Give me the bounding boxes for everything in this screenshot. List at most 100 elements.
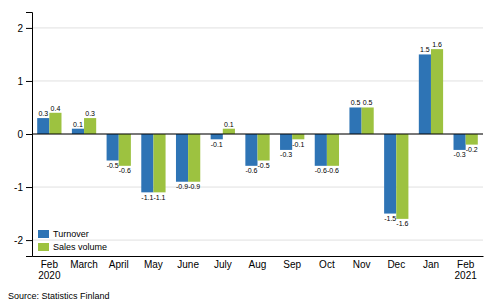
bar [431, 49, 443, 134]
x-tick-label: March [70, 259, 98, 270]
grid-line [32, 27, 483, 28]
grid-line [32, 240, 483, 241]
x-tick: April [109, 256, 129, 270]
data-label: 0.3 [85, 110, 95, 117]
data-labels: 0.30.1-0.5-1.1-0.9-0.1-0.6-0.3-0.60.5-1.… [38, 41, 477, 227]
x-tick: Jan [423, 256, 439, 270]
x-tick: Dec [387, 256, 405, 270]
grid [32, 28, 483, 240]
y-tick-label: -2 [14, 235, 23, 246]
x-tick: Feb2021 [455, 256, 478, 281]
bar [327, 134, 339, 166]
data-label: -0.9 [188, 183, 200, 190]
bar [245, 134, 257, 166]
y-tick-mark [26, 81, 32, 82]
y-tick-mark [26, 187, 32, 188]
y-tick-label: 2 [17, 23, 23, 34]
x-tick-label: Sep [283, 259, 301, 270]
grid-line [32, 134, 483, 135]
x-tick-label: Oct [319, 259, 335, 270]
x-tick-label: April [109, 259, 129, 270]
bar [223, 129, 235, 134]
bar [72, 129, 84, 134]
bar [280, 134, 292, 150]
x-tick: Sep [283, 256, 301, 270]
x-tick: Oct [319, 256, 335, 270]
data-label: -0.6 [315, 167, 327, 174]
x-tick-label: Nov [353, 259, 371, 270]
bar [188, 134, 200, 182]
bar [211, 134, 223, 139]
bar [419, 54, 431, 134]
data-label: -1.1 [141, 194, 153, 201]
y-tick: -1 [14, 182, 32, 193]
y-tick-mark [26, 134, 32, 135]
legend-swatch [38, 230, 49, 238]
y-tick: 2 [17, 23, 32, 34]
data-label: -1.5 [384, 215, 396, 222]
x-tick-label: Jan [423, 259, 439, 270]
bar [107, 134, 119, 161]
x-tick: Nov [353, 256, 371, 270]
grid-line [32, 187, 483, 188]
bar [141, 134, 153, 192]
x-tick: Feb2020 [38, 256, 61, 281]
x-axis: Feb2020 March April May June July Aug Sep Oct Nov… [33, 256, 484, 281]
bar [176, 134, 188, 182]
grid-line [32, 80, 483, 81]
data-label: -0.9 [176, 183, 188, 190]
x-tick-label: Aug [249, 259, 267, 270]
y-tick: -2 [14, 235, 32, 246]
bar [37, 118, 49, 134]
y-tick-label: -1 [14, 182, 23, 193]
data-label: -0.3 [280, 151, 292, 158]
x-tick-label: June [177, 259, 199, 270]
data-label: 0.1 [73, 121, 83, 128]
zero-line [32, 134, 483, 135]
data-label: 0.4 [51, 105, 61, 112]
legend-item: Turnover [38, 229, 89, 239]
data-label: -0.5 [107, 162, 119, 169]
y-tick-label: 1 [17, 76, 23, 87]
data-label: 0.5 [363, 99, 373, 106]
bar [384, 134, 396, 214]
bar [315, 134, 327, 166]
bar [153, 134, 165, 192]
data-label: 1.6 [432, 41, 442, 48]
y-tick: 0 [17, 129, 32, 140]
data-label: -0.1 [211, 141, 223, 148]
x-tick: March [70, 256, 98, 270]
x-tick-label: Feb2020 [38, 259, 61, 281]
bar [454, 134, 466, 150]
data-label: 0.5 [351, 99, 361, 106]
plot: -2 -1 0 1 2 Feb2020 March April May June July Aug Se… [14, 13, 483, 282]
data-label: -1.1 [153, 194, 165, 201]
y-axis-line [26, 13, 33, 257]
bar [349, 107, 361, 134]
x-tick-label: Feb2021 [455, 259, 478, 281]
data-label: -0.2 [466, 146, 478, 153]
x-axis-line [33, 256, 484, 257]
x-tick: Aug [249, 256, 267, 270]
data-label: -0.5 [258, 162, 270, 169]
x-tick: June [177, 256, 199, 270]
chart: -2 -1 0 1 2 Feb2020 March April May June July Aug Se… [0, 0, 493, 304]
x-tick-label: May [144, 259, 163, 270]
x-tick: May [144, 256, 163, 270]
data-label: -0.6 [245, 167, 257, 174]
bar [258, 134, 270, 161]
legend: Turnover Sales volume [38, 229, 107, 252]
legend-label: Sales volume [53, 242, 107, 252]
x-tick-label: Dec [387, 259, 405, 270]
data-label: 0.3 [38, 110, 48, 117]
data-label: -0.3 [454, 151, 466, 158]
data-label: 0.1 [224, 121, 234, 128]
bar [49, 113, 61, 134]
annotation: Source: Statistics Finland [8, 291, 110, 301]
data-label: -1.6 [396, 220, 408, 227]
legend-item: Sales volume [38, 242, 107, 252]
x-tick: July [214, 256, 232, 270]
bar [119, 134, 131, 166]
bar [292, 134, 304, 139]
bar [84, 118, 96, 134]
